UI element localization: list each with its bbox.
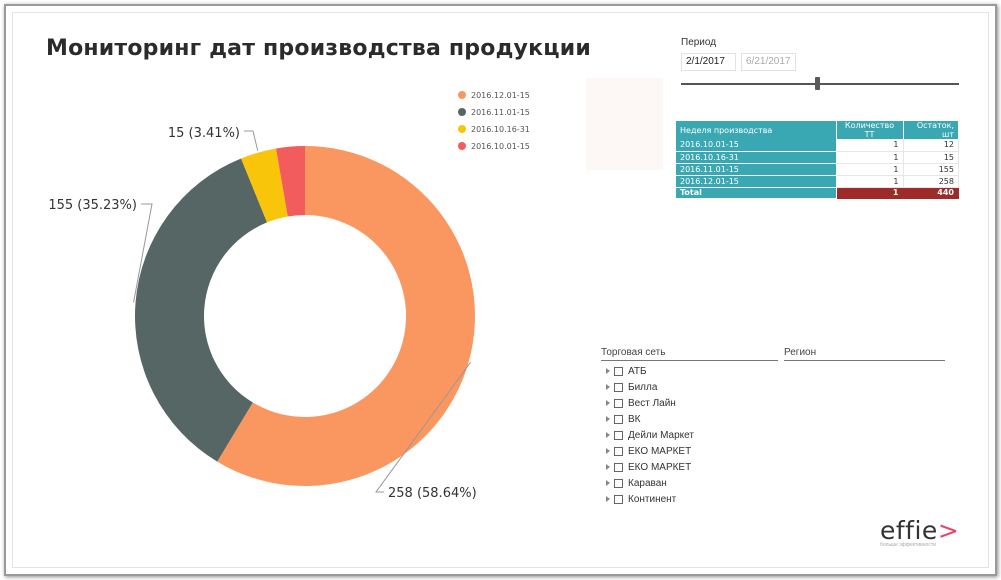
expand-arrow-icon[interactable] — [606, 368, 610, 374]
donut-slice-2016-11-01-15[interactable] — [135, 158, 268, 462]
total-stock: 440 — [903, 187, 959, 199]
table-header-row: Неделя производства Количество ТТ Остато… — [676, 121, 959, 139]
leader-line — [133, 203, 153, 303]
table-row: 2016.10.16-31 1 15 — [676, 151, 959, 164]
chain-name: Билла — [628, 381, 658, 393]
column-header-week[interactable]: Неделя производства — [676, 121, 837, 139]
list-item[interactable]: Континент — [606, 491, 694, 507]
cell-stores: 1 — [836, 163, 904, 176]
period-label: Период — [681, 37, 717, 48]
expand-arrow-icon[interactable] — [606, 432, 610, 438]
page-title: Мониторинг дат производства продукции — [46, 36, 591, 61]
list-item[interactable]: ЕКО МАРКЕТ — [606, 443, 694, 459]
table-row: 2016.11.01-15 1 155 — [676, 163, 959, 176]
checkbox[interactable] — [614, 494, 623, 504]
period-end-input[interactable]: 6/21/2017 — [741, 53, 796, 71]
expand-arrow-icon[interactable] — [606, 496, 610, 502]
total-label: Total — [676, 187, 837, 199]
chain-name: Континент — [628, 493, 677, 505]
list-item[interactable]: Караван — [606, 475, 694, 491]
checkbox[interactable] — [614, 398, 623, 408]
cell-stock: 155 — [903, 163, 959, 176]
logo-arrow-icon: > — [937, 516, 959, 545]
expand-arrow-icon[interactable] — [606, 416, 610, 422]
checkbox[interactable] — [614, 446, 623, 456]
leader-lines — [133, 130, 472, 493]
legend-label[interactable]: 2016.12.01-15 — [471, 91, 530, 100]
chain-name: АТБ — [628, 365, 647, 377]
cell-week: 2016.11.01-15 — [676, 163, 837, 176]
legend-marker — [458, 108, 466, 116]
chain-slicer-list: АТБ Билла Вест Лайн ВК Дейли Маркет ЕКО … — [606, 363, 694, 507]
empty-visual-placeholder — [586, 78, 663, 170]
checkbox[interactable] — [614, 382, 623, 392]
logo-text: effie — [880, 516, 938, 545]
checkbox[interactable] — [614, 478, 623, 488]
cell-stores: 1 — [836, 175, 904, 188]
table-total-row: Total 1 440 — [676, 187, 959, 199]
chain-name: Караван — [628, 477, 667, 489]
effie-logo: effie> больше эффективности — [880, 516, 975, 552]
list-item[interactable]: Дейли Маркет — [606, 427, 694, 443]
leader-line — [244, 130, 259, 151]
legend-marker — [458, 125, 466, 133]
donut-slice-2016-10-16-31[interactable] — [241, 148, 288, 223]
table-row: 2016.10.01-15 1 12 — [676, 139, 959, 152]
legend-marker — [458, 142, 466, 150]
table-row: 2016.12.01-15 1 258 — [676, 175, 959, 188]
cell-week: 2016.10.16-31 — [676, 151, 837, 164]
checkbox[interactable] — [614, 414, 623, 424]
chain-name: Вест Лайн — [628, 397, 676, 409]
chain-slicer-header: Торговая сеть — [601, 347, 778, 361]
list-item[interactable]: ЕКО МАРКЕТ — [606, 459, 694, 475]
chain-name: ЕКО МАРКЕТ — [628, 445, 692, 457]
cell-week: 2016.10.01-15 — [676, 139, 837, 152]
expand-arrow-icon[interactable] — [606, 384, 610, 390]
list-item[interactable]: АТБ — [606, 363, 694, 379]
production-table: Неделя производства Количество ТТ Остато… — [676, 121, 959, 199]
data-label: 15 (3.41%) — [168, 126, 240, 141]
data-label: 258 (58.64%) — [388, 486, 477, 501]
total-stores: 1 — [836, 187, 904, 199]
region-slicer-header: Регион — [784, 347, 945, 361]
leader-line — [375, 361, 472, 493]
chain-name: ЕКО МАРКЕТ — [628, 461, 692, 473]
chain-name: ВК — [628, 413, 641, 425]
expand-arrow-icon[interactable] — [606, 400, 610, 406]
expand-arrow-icon[interactable] — [606, 480, 610, 486]
chart-legend: 2016.12.01-15 2016.11.01-15 2016.10.16-31 2… — [458, 91, 530, 151]
period-slider-handle[interactable] — [815, 77, 821, 90]
list-item[interactable]: Билла — [606, 379, 694, 395]
cell-stock: 258 — [903, 175, 959, 188]
report-canvas — [12, 12, 989, 568]
legend-label[interactable]: 2016.11.01-15 — [471, 108, 530, 117]
list-item[interactable]: ВК — [606, 411, 694, 427]
checkbox[interactable] — [614, 366, 623, 376]
column-header-stores[interactable]: Количество ТТ — [836, 121, 904, 139]
period-start-input[interactable]: 2/1/2017 — [681, 53, 736, 71]
expand-arrow-icon[interactable] — [606, 448, 610, 454]
donut-slices — [135, 146, 475, 486]
logo-tagline: больше эффективности — [880, 542, 936, 548]
data-labels: 258 (58.64%) 155 (35.23%) 15 (3.41%) — [48, 126, 476, 501]
cell-week: 2016.12.01-15 — [676, 175, 837, 188]
checkbox[interactable] — [614, 430, 623, 440]
cell-stock: 12 — [903, 139, 959, 152]
checkbox[interactable] — [614, 462, 623, 472]
chain-name: Дейли Маркет — [628, 429, 694, 441]
donut-slice-2016-12-01-15[interactable] — [217, 146, 475, 486]
legend-label[interactable]: 2016.10.01-15 — [471, 142, 530, 151]
legend-label[interactable]: 2016.10.16-31 — [471, 125, 530, 134]
data-label: 155 (35.23%) — [48, 198, 137, 213]
list-item[interactable]: Вест Лайн — [606, 395, 694, 411]
cell-stock: 15 — [903, 151, 959, 164]
cell-stores: 1 — [836, 139, 904, 152]
expand-arrow-icon[interactable] — [606, 464, 610, 470]
column-header-stock[interactable]: Остаток, шт — [903, 121, 959, 139]
cell-stores: 1 — [836, 151, 904, 164]
donut-slice-2016-10-01-15[interactable] — [276, 146, 305, 217]
legend-marker — [458, 91, 466, 99]
